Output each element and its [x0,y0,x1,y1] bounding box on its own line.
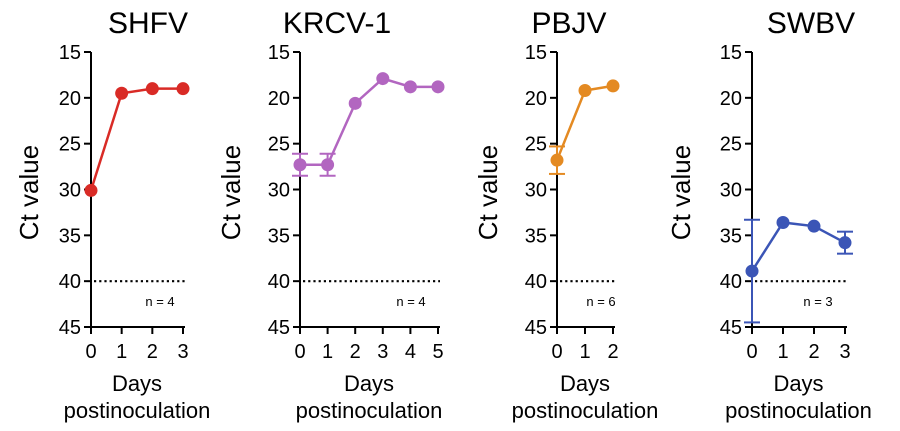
data-point [403,80,417,94]
data-point [606,79,620,93]
y-axis-label: Ct value [666,145,696,240]
y-tick-label: 30 [268,180,290,202]
x-tick-label: 1 [579,341,590,363]
x-axis-label-line1: Days [112,371,162,396]
n-annotation: n = 4 [145,294,174,309]
data-point [348,96,362,110]
n-annotation: n = 4 [396,294,425,309]
data-point [176,82,190,96]
x-axis-label-line1: Days [344,371,394,396]
data-point [115,86,129,100]
n-annotation: n = 3 [803,294,832,309]
data-point [376,72,390,86]
y-tick-label: 25 [268,134,290,156]
x-tick-label: 2 [607,341,618,363]
x-axis-label-line1: Days [773,371,823,396]
y-tick-label: 35 [525,225,547,247]
x-tick-label: 1 [777,341,788,363]
y-tick-label: 25 [525,134,547,156]
x-axis-label-line2: postinoculation [296,398,443,423]
x-tick-label: 4 [405,341,416,363]
y-tick-label: 20 [525,88,547,110]
y-tick-label: 15 [525,42,547,64]
x-tick-label: 3 [377,341,388,363]
n-annotation: n = 6 [586,294,615,309]
y-tick-label: 45 [268,317,290,339]
x-tick-label: 2 [808,341,819,363]
series-line [555,84,614,161]
data-point [293,158,307,172]
y-tick-label: 20 [59,88,81,110]
y-tick-label: 30 [525,180,547,202]
x-tick-label: 3 [177,341,188,363]
y-tick-label: 40 [525,271,547,293]
y-tick-label: 30 [720,180,742,202]
data-point [838,236,852,250]
y-tick-label: 25 [720,134,742,156]
y-tick-label: 40 [720,271,742,293]
chart-title: SHFV [108,7,188,40]
x-tick-label: 0 [746,341,757,363]
y-tick-label: 45 [720,317,742,339]
x-tick-label: 2 [350,341,361,363]
x-tick-label: 1 [322,341,333,363]
chart-title: KRCV-1 [283,7,391,40]
data-point [431,80,445,94]
data-point [321,158,335,172]
series-line [300,77,438,166]
data-point [578,84,592,97]
y-tick-label: 15 [720,42,742,64]
x-axis-label-line1: Days [560,371,610,396]
y-tick-label: 40 [59,271,81,293]
series-line [89,87,183,191]
y-tick-label: 25 [59,134,81,156]
y-tick-label: 15 [268,42,290,64]
x-tick-label: 1 [116,341,127,363]
y-tick-label: 45 [59,317,81,339]
data-point [776,216,790,229]
y-tick-label: 35 [59,225,81,247]
x-tick-label: 3 [839,341,850,363]
panel-shfv: SHFV 15 20 25 30 35 40 450 1 2 3 Ct value Dayspostin… [14,7,210,423]
x-tick-label: 2 [147,341,158,363]
x-tick-label: 0 [85,341,96,363]
chart-title: SWBV [767,7,855,40]
x-tick-label: 5 [432,341,443,363]
y-tick-label: 30 [59,180,81,202]
y-tick-label: 40 [268,271,290,293]
data-point [145,82,159,96]
y-tick-label: 35 [268,225,290,247]
x-axis-label-line2: postinoculation [725,398,872,423]
data-point [745,264,759,278]
y-tick-label: 20 [268,88,290,110]
y-axis-label: Ct value [473,145,503,240]
y-tick-label: 45 [525,317,547,339]
x-axis-label-line2: postinoculation [512,398,659,423]
x-tick-label: 0 [551,341,562,363]
x-tick-label: 0 [294,341,305,363]
panel-swbv: SWBV 15 20 25 30 35 40 450 1 2 3 Ct value Dayspostin… [666,7,872,423]
series-line [750,221,846,272]
y-tick-label: 15 [59,42,81,64]
chart-title: PBJV [531,7,606,40]
data-point [807,219,821,233]
y-axis-label: Ct value [14,145,44,240]
data-point [84,183,98,197]
y-tick-label: 20 [720,88,742,110]
data-point [550,153,564,167]
x-axis-label-line2: postinoculation [64,398,211,423]
y-tick-label: 35 [720,225,742,247]
y-axis-label: Ct value [216,145,246,240]
